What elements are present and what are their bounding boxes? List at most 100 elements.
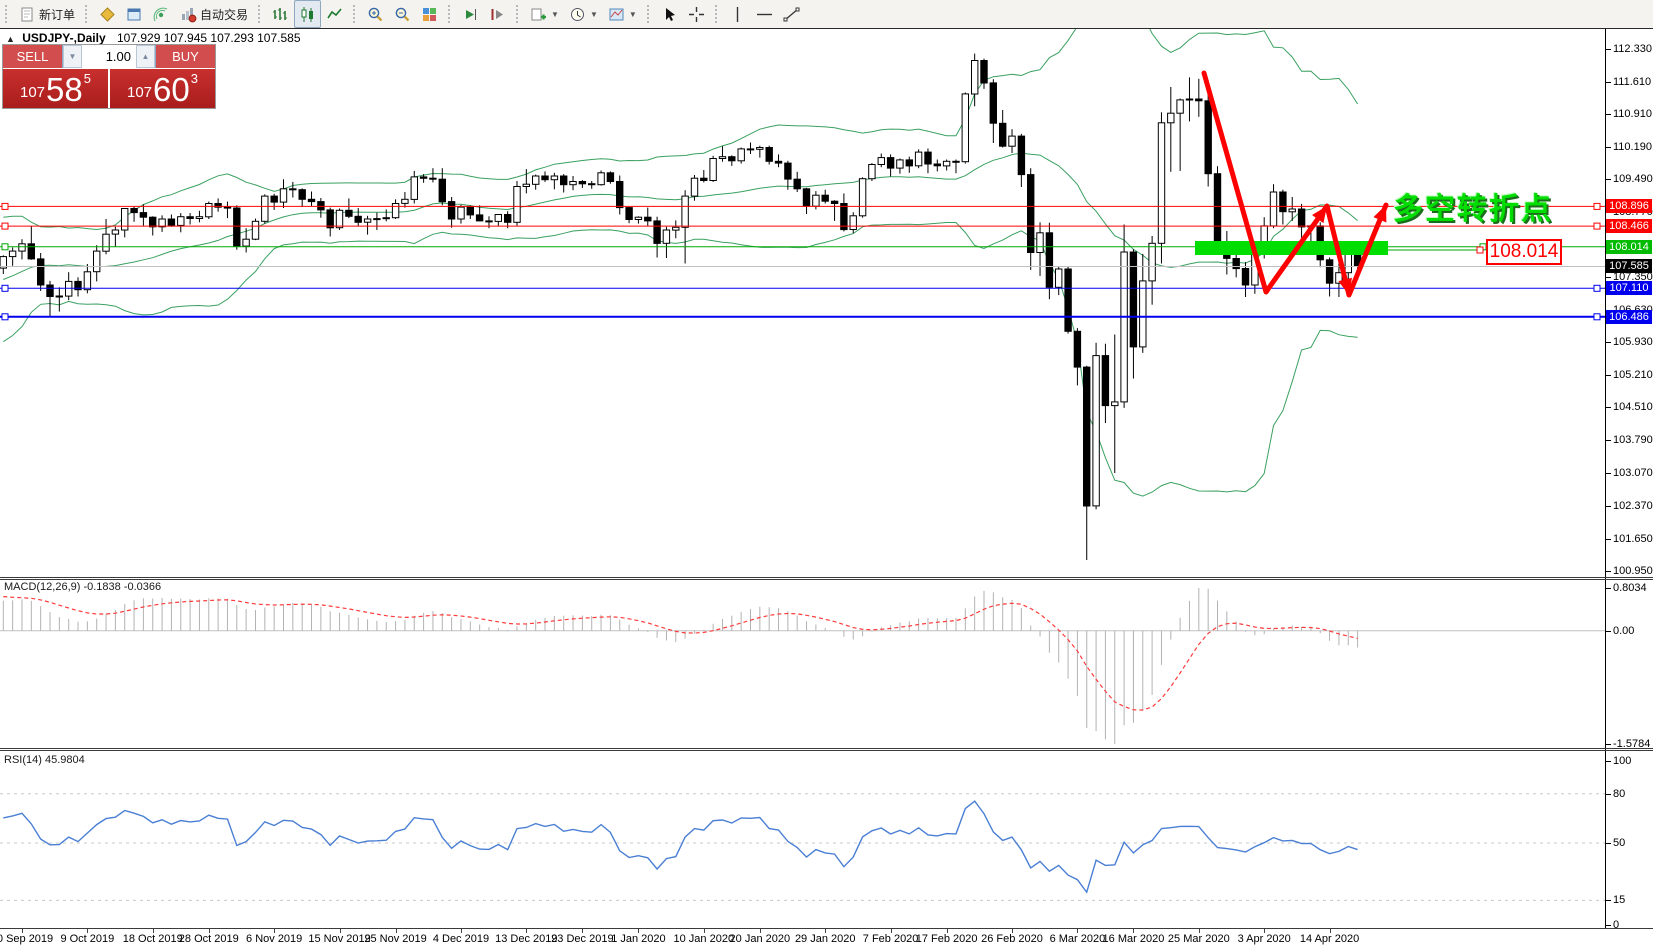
volume-decrease-button[interactable]: ▼ (63, 45, 82, 68)
line-anchor[interactable] (1, 284, 9, 292)
zoom-out-button[interactable] (389, 0, 416, 28)
chartshift-icon (491, 8, 504, 20)
candle-body (1167, 112, 1175, 124)
date-tick-mark (339, 929, 341, 933)
line-anchor[interactable] (1593, 284, 1601, 292)
horizontal-line-button[interactable] (751, 0, 778, 28)
date-tick-mark (274, 929, 276, 933)
date-label: 20 Jan 2020 (729, 933, 791, 945)
trendline-button[interactable] (778, 0, 805, 28)
rsi-tick-mark (1605, 925, 1611, 926)
line-anchor[interactable] (1593, 313, 1601, 321)
line-anchor[interactable] (1, 222, 9, 230)
templates-button[interactable]: ▼ (603, 0, 642, 28)
cursor-button[interactable] (656, 0, 683, 28)
symbol-period-label: USDJPY-,Daily (22, 31, 106, 45)
price-tick-label: 112.330 (1613, 43, 1652, 55)
one-click-trade-panel: SELL ▼ 1.00 ▲ BUY 107 58 5 107 60 3 (2, 44, 216, 109)
candles[interactable] (0, 53, 1362, 560)
date-tick-mark (395, 929, 397, 933)
vertical-line-button[interactable] (724, 0, 751, 28)
dropdown-arrow-icon[interactable]: ▼ (551, 9, 559, 19)
dropdown-arrow-icon[interactable]: ▼ (628, 9, 637, 19)
candle-chart-button[interactable] (294, 0, 322, 28)
candle-body (886, 157, 895, 169)
candle-body (1204, 100, 1212, 175)
candle-body (765, 147, 773, 162)
buy-button[interactable]: BUY (156, 45, 215, 68)
rsi-tick-mark (1605, 793, 1611, 795)
price-tick-mark (1605, 147, 1611, 149)
candle-body (653, 220, 661, 244)
data-window-button[interactable] (121, 0, 148, 28)
line-anchor[interactable] (1, 202, 9, 210)
candle-body (0, 256, 8, 269)
candle-body (522, 183, 530, 187)
candle-body (858, 178, 867, 217)
line-icon (327, 7, 342, 18)
turning-point-annotation[interactable]: 多空转折点 (1393, 193, 1553, 226)
bar-chart-button[interactable] (267, 0, 294, 28)
crosshair-button[interactable] (683, 0, 710, 28)
periods-button[interactable]: ▼ (564, 0, 603, 28)
candle-body (560, 175, 568, 186)
candle-body (195, 216, 204, 219)
candle-body (802, 188, 811, 207)
candle-body (429, 177, 437, 180)
candle-body (933, 163, 941, 167)
buy-price-button[interactable]: 107 60 3 (110, 69, 215, 108)
candle-body (606, 172, 615, 183)
auto-scroll-button[interactable] (457, 0, 484, 28)
price-tick-mark (1605, 538, 1611, 540)
zoom-in-button[interactable] (362, 0, 389, 28)
date-tick-mark (1012, 929, 1014, 933)
candle-body (130, 208, 138, 214)
dropdown-arrow-icon[interactable]: ▼ (589, 9, 598, 19)
line-chart-button[interactable] (321, 0, 348, 28)
line-anchor[interactable] (1593, 202, 1601, 210)
price-tick-mark (1605, 82, 1611, 83)
market-watch-button[interactable] (94, 0, 121, 28)
data-window-icon (127, 8, 141, 20)
chart-title: ▲ USDJPY-,Daily 107.929 107.945 107.293 … (6, 31, 301, 45)
auto-trading-button-label: 自动交易 (200, 7, 249, 22)
volume-increase-button[interactable]: ▲ (136, 45, 155, 68)
sell-button[interactable]: SELL (3, 45, 62, 68)
sell-price-button[interactable]: 107 58 5 (3, 69, 108, 108)
candle-body (774, 160, 783, 164)
candle-body (167, 218, 176, 226)
chart-shift-button[interactable] (484, 0, 511, 28)
callout-anchor[interactable] (1476, 246, 1484, 254)
date-tick-mark (208, 929, 210, 933)
candle-body (83, 271, 92, 291)
navigator-icon (153, 7, 168, 21)
candle-body (457, 206, 465, 220)
candle-body (1027, 174, 1035, 254)
candle-body (578, 181, 587, 185)
navigator-button[interactable] (148, 0, 175, 28)
candle-body (1017, 135, 1026, 176)
price-tick-mark (1605, 49, 1611, 50)
auto-trading-button[interactable]: 自动交易 (175, 0, 253, 28)
candle-body (746, 148, 755, 151)
window-collapse-icon[interactable]: ▲ (6, 34, 15, 44)
new-order-button-label: 新订单 (39, 7, 76, 22)
new-order-button[interactable]: 新订单 (14, 0, 80, 28)
candle-body (391, 203, 400, 219)
volume-value[interactable]: 1.00 (82, 45, 136, 68)
candle-body (821, 194, 829, 202)
tile-windows-button[interactable] (416, 0, 443, 28)
line-anchor[interactable] (1, 243, 9, 251)
candle-body (1213, 173, 1222, 251)
line-anchor[interactable] (1593, 222, 1601, 230)
candle-body (1297, 208, 1306, 228)
candle-body (1036, 232, 1044, 254)
line-anchor[interactable] (1, 313, 9, 321)
bars-icon (273, 7, 288, 20)
candle-body (335, 209, 344, 229)
candle-body (326, 209, 334, 229)
indicators-button[interactable]: ▼ (525, 0, 564, 28)
price-tick-mark (1605, 179, 1611, 181)
price-callout-box[interactable]: 108.014 (1486, 239, 1562, 265)
